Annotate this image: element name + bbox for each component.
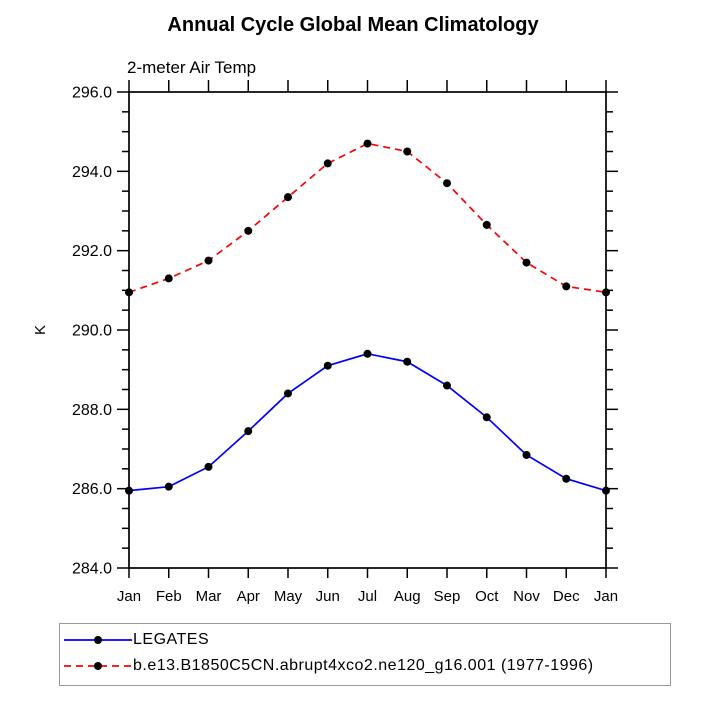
data-point-marker bbox=[244, 427, 253, 436]
data-point-marker bbox=[482, 220, 491, 229]
legend-marker-dot bbox=[94, 662, 102, 670]
x-tick-label: Feb bbox=[156, 588, 182, 605]
axis-ticks bbox=[117, 80, 618, 578]
plot-canvas: 284.0 286.0 288.0 290.0 292.0 294.0 296.0 Jan Fe… bbox=[32, 80, 618, 606]
legend-item-model: b.e13.B1850C5CN.abrupt4xco2.ne120_g16.00… bbox=[63, 653, 670, 679]
chart-subtitle: 2-meter Air Temp bbox=[127, 58, 257, 77]
data-point-marker bbox=[403, 357, 412, 366]
x-tick-label: Dec bbox=[553, 588, 580, 605]
data-point-marker bbox=[284, 193, 292, 202]
series-model bbox=[125, 139, 610, 297]
data-point-marker bbox=[323, 159, 332, 168]
data-point-marker bbox=[443, 381, 451, 390]
y-tick-label: 284.0 bbox=[72, 561, 112, 578]
data-point-marker bbox=[125, 288, 133, 297]
data-point-marker bbox=[204, 256, 213, 265]
data-point-marker bbox=[562, 474, 571, 483]
x-tick-label: Oct bbox=[475, 588, 499, 605]
y-axis-title: K bbox=[32, 325, 49, 335]
legend-label-legates: LEGATES bbox=[133, 631, 210, 648]
x-tick-label: Jun bbox=[316, 588, 340, 605]
data-point-marker bbox=[443, 179, 451, 188]
data-point-marker bbox=[482, 413, 491, 422]
x-tick-label: Apr bbox=[237, 588, 260, 605]
y-tick-label: 288.0 bbox=[72, 402, 112, 419]
data-point-marker bbox=[602, 486, 610, 495]
x-tick-label: Jan bbox=[117, 588, 141, 605]
data-point-marker bbox=[602, 288, 610, 297]
data-point-marker bbox=[363, 349, 372, 358]
data-point-marker bbox=[164, 274, 173, 283]
x-tick-label: Nov bbox=[513, 588, 540, 605]
y-tick-label: 294.0 bbox=[72, 164, 112, 181]
legend-line-sample-dashed bbox=[64, 662, 132, 670]
y-tick-label: 286.0 bbox=[72, 481, 112, 498]
y-tick-label: 296.0 bbox=[72, 85, 112, 102]
y-tick-label: 290.0 bbox=[72, 323, 112, 340]
series-legates bbox=[125, 349, 610, 495]
data-point-marker bbox=[562, 282, 571, 291]
data-point-marker bbox=[125, 486, 133, 495]
legend-box: LEGATES b.e13.B1850C5CN.abrupt4xco2.ne12… bbox=[59, 623, 671, 686]
x-tick-label: Mar bbox=[196, 588, 222, 605]
plot-frame bbox=[128, 91, 607, 569]
series-line bbox=[128, 142, 607, 294]
legend-marker-dot bbox=[94, 636, 102, 644]
legend-line-sample-solid bbox=[64, 636, 132, 644]
y-tick-label: 292.0 bbox=[72, 243, 112, 260]
x-tick-label: Jul bbox=[358, 588, 377, 605]
data-point-marker bbox=[403, 147, 412, 156]
x-tick-label: Sep bbox=[434, 588, 461, 605]
legend-label-model: b.e13.B1850C5CN.abrupt4xco2.ne120_g16.00… bbox=[133, 657, 594, 674]
data-point-marker bbox=[244, 226, 253, 235]
series-line bbox=[128, 352, 607, 492]
data-point-marker bbox=[522, 258, 531, 267]
data-point-marker bbox=[284, 389, 292, 398]
axis-tick-labels: 284.0 286.0 288.0 290.0 292.0 294.0 296.0 Jan Fe… bbox=[72, 85, 618, 606]
x-tick-label: May bbox=[274, 588, 303, 605]
data-point-marker bbox=[522, 450, 531, 459]
chart-title: Annual Cycle Global Mean Climatology bbox=[167, 14, 539, 36]
data-point-marker bbox=[164, 482, 173, 491]
x-tick-label: Jan bbox=[594, 588, 618, 605]
x-tick-label: Aug bbox=[394, 588, 421, 605]
data-point-marker bbox=[323, 361, 332, 370]
data-point-marker bbox=[204, 462, 213, 471]
data-point-marker bbox=[363, 139, 372, 148]
legend-item-legates: LEGATES bbox=[63, 627, 670, 653]
